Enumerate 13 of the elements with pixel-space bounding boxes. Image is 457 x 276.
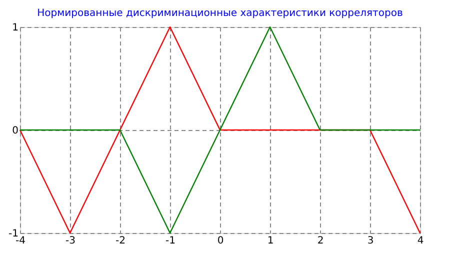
x-tick-label: 0 — [217, 236, 224, 246]
x-tick-label: -2 — [116, 236, 126, 246]
x-tick-label: -4 — [16, 236, 26, 246]
x-tick-label: 3 — [367, 236, 374, 246]
x-tick-label: 4 — [417, 236, 424, 246]
y-tick-label: 0 — [12, 126, 18, 136]
x-tick-label: 2 — [317, 236, 324, 246]
x-tick-label: -1 — [166, 236, 176, 246]
chart-title: Нормированные дискриминационные характеристики корреляторов — [37, 8, 403, 19]
y-tick-label: -1 — [8, 228, 18, 240]
x-tick-label: -3 — [66, 236, 76, 246]
y-tick-label: 1 — [12, 22, 18, 34]
x-tick-label: 1 — [267, 236, 274, 246]
